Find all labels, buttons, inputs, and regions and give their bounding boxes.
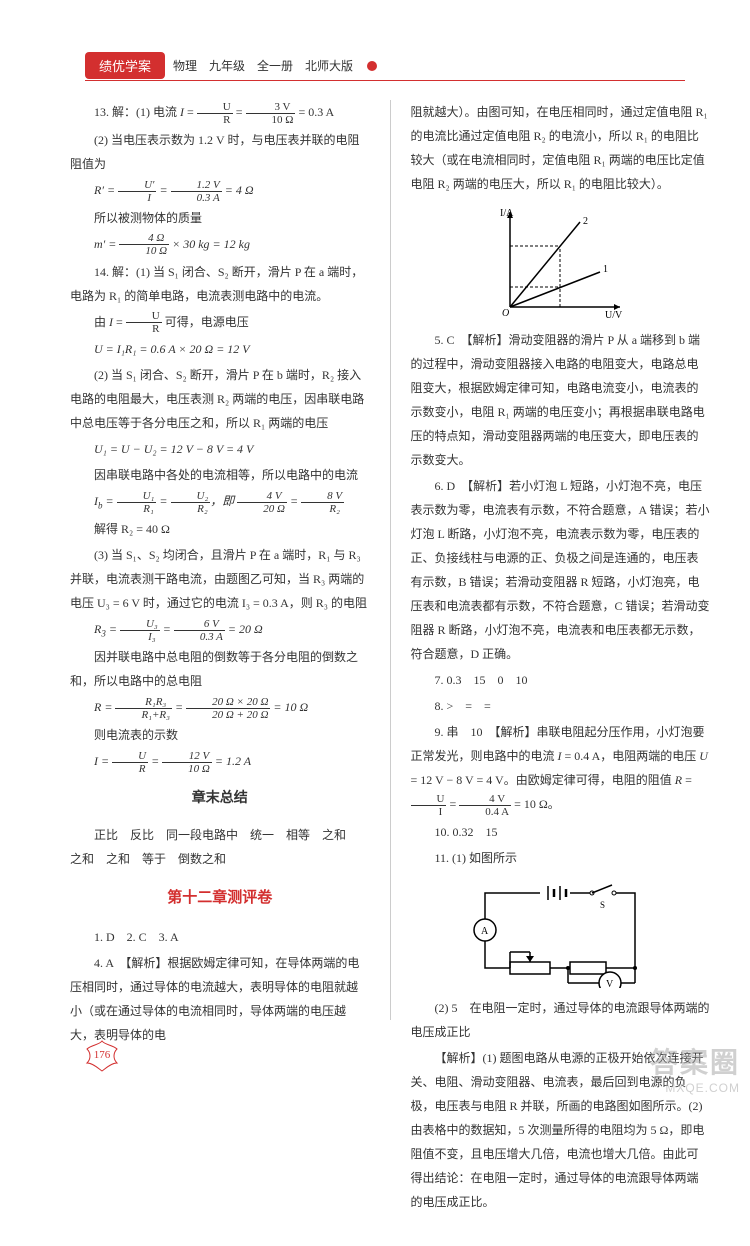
solution-14-3a: (3) 当 S₁、S₂ 均闭合，且滑片 P 在 a 端时，R₁ 与 R₃ 并联，… (70, 543, 370, 615)
solution-14-2b: 因串联电路中各处的电流相等，所以电路中的电流 (70, 463, 370, 487)
formula-r-total: R = R₁R₃R₁+R₃ = 20 Ω × 20 Ω20 Ω + 20 Ω =… (70, 695, 370, 721)
column-divider (390, 100, 391, 1020)
answer-11b: (2) 5 在电阻一定时，通过导体的电流跟导体两端的电压成正比 (411, 996, 711, 1044)
answer-6: 6. D 【解析】若小灯泡 L 短路，小灯泡不亮，电压表示数为零，电流表有示数，… (411, 474, 711, 666)
solution-14-2a: (2) 当 S₁ 闭合、S₂ 断开，滑片 P 在 b 端时，R₂ 接入电路的电阻… (70, 363, 370, 435)
header-rule (85, 80, 685, 81)
answer-10: 10. 0.32 15 (411, 820, 711, 844)
iv-chart: I/A U/V O 1 2 (490, 202, 630, 322)
solution-14-1b: 由 I = UR 可得，电源电压 (70, 310, 370, 336)
page-number: 176 (85, 1049, 119, 1061)
svg-text:O: O (502, 308, 509, 319)
formula-i-final: I = UR = 12 V10 Ω = 1.2 A (70, 749, 370, 775)
solution-13-2a: (2) 当电压表示数为 1.2 V 时，与电压表并联的电阻阻值为 (70, 128, 370, 176)
header-dot-icon (367, 61, 377, 71)
formula-u: U = I₁R₁ = 0.6 A × 20 Ω = 12 V (70, 337, 370, 361)
formula-i2: Ib = U₁R₁ = U₂R₂，即 4 V20 Ω = 8 VR₂ (70, 489, 370, 515)
answer-4-cont: 阻就越大）。由图可知，在电压相同时，通过定值电阻 R₁ 的电流比通过定值电阻 R… (411, 100, 711, 196)
circuit-diagram: S A V (460, 878, 660, 988)
chapter-summary-title: 章末总结 (70, 785, 370, 813)
header-subtitle: 物理 九年级 全一册 北师大版 (173, 57, 353, 74)
formula-mass: m′ = 4 Ω10 Ω × 30 kg = 12 kg (70, 232, 370, 258)
solution-14-3b: 因并联电路中总电阻的倒数等于各分电阻的倒数之和，所以电路中的总电阻 (70, 645, 370, 693)
svg-text:U/V: U/V (605, 310, 623, 321)
page-header: 绩优学案 物理 九年级 全一册 北师大版 (85, 52, 377, 79)
watermark-main: 答案圈 (650, 1041, 740, 1081)
answer-11a: 11. (1) 如图所示 (411, 846, 711, 870)
test-title: 第十二章测评卷 (70, 883, 370, 913)
answer-8: 8. > = = (411, 694, 711, 718)
solution-13-2b: 所以被测物体的质量 (70, 206, 370, 230)
svg-text:A: A (481, 926, 489, 937)
watermark: 答案圈 MXQE.COM (650, 1041, 740, 1095)
formula-r3: R3 = U₃I₃ = 6 V0.3 A = 20 Ω (70, 617, 370, 643)
solution-14-2c: 解得 R₂ = 40 Ω (70, 517, 370, 541)
solution-14-1: 14. 解：(1) 当 S₁ 闭合、S₂ 断开，滑片 P 在 a 端时，电路为 … (70, 260, 370, 308)
solution-13-1: 13. 解：(1) 电流 I = UR = 3 V10 Ω = 0.3 A (70, 100, 370, 126)
svg-text:S: S (600, 900, 605, 910)
page-number-badge: 176 (85, 1039, 119, 1073)
answer-5: 5. C 【解析】滑动变阻器的滑片 P 从 a 端移到 b 端的过程中，滑动变阻… (411, 328, 711, 472)
formula-r-prime: R′ = U′I = 1.2 V0.3 A = 4 Ω (70, 178, 370, 204)
series-badge: 绩优学案 (85, 52, 165, 79)
summary-blanks: 正比 反比 同一段电路中 统一 相等 之和 之和 之和 等于 倒数之和 (70, 823, 370, 871)
svg-text:V: V (606, 979, 614, 988)
svg-text:2: 2 (583, 216, 588, 227)
svg-text:1: 1 (603, 264, 608, 275)
svg-text:I/A: I/A (500, 208, 514, 219)
answers-1-3: 1. D 2. C 3. A (70, 925, 370, 949)
answer-7: 7. 0.3 15 0 10 (411, 668, 711, 692)
watermark-sub: MXQE.COM (650, 1081, 740, 1095)
answer-4: 4. A 【解析】根据欧姆定律可知，在导体两端的电压相同时，通过导体的电流越大，… (70, 951, 370, 1047)
answer-9: 9. 串 10 【解析】串联电阻起分压作用，小灯泡要正常发光，则电路中的电流 I… (411, 720, 711, 818)
solution-14-3c: 则电流表的示数 (70, 723, 370, 747)
formula-u1: U₁ = U − U₂ = 12 V − 8 V = 4 V (70, 437, 370, 461)
